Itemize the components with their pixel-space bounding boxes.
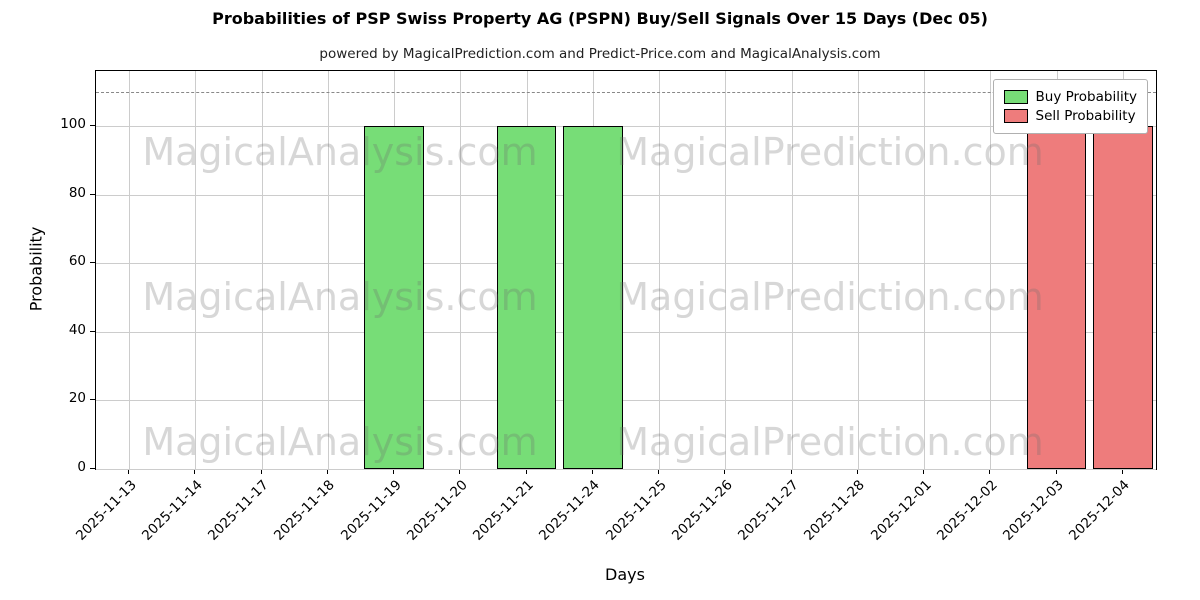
h-gridline [96,263,1156,265]
h-gridline [96,125,1156,127]
x-tick-mark [128,469,130,474]
x-tick-label: 2025-11-19 [337,477,405,544]
x-tick-label: 2025-11-20 [403,477,471,544]
h-gridline [96,194,1156,196]
v-gridline [460,71,462,469]
x-tick-mark [989,469,991,474]
v-gridline [659,71,661,469]
v-gridline [261,71,263,469]
x-tick-label: 2025-12-02 [933,477,1001,544]
v-gridline [725,71,727,469]
x-tick-label: 2025-11-27 [735,477,802,544]
h-gridline [96,400,1156,402]
x-tick-label: 2025-11-13 [72,477,140,544]
x-tick-mark [856,469,858,474]
x-axis-label: Days [605,565,645,584]
v-gridline [195,71,197,469]
x-tick-label: 2025-11-21 [470,477,537,544]
x-tick-mark [459,469,461,474]
x-tick-label: 2025-11-24 [536,477,604,544]
plot-area [95,70,1157,470]
sell-bar [1093,125,1153,469]
legend-label: Buy Probability [1035,89,1137,105]
legend-entry: Buy Probability [1003,89,1137,105]
x-tick-label: 2025-11-17 [205,477,272,544]
x-tick-mark [658,469,660,474]
y-tick-mark [90,262,95,264]
x-tick-mark [393,469,395,474]
legend-swatch [1003,90,1028,104]
v-gridline [857,71,859,469]
buy-bar [364,125,424,469]
x-tick-mark [194,469,196,474]
buy-bar [496,125,557,469]
legend-entry: Sell Probability [1003,108,1137,124]
legend: Buy Probability Sell Probability [992,79,1148,134]
y-tick-label: 80 [68,184,86,201]
v-gridline [990,71,992,469]
x-tick-mark [525,469,527,474]
v-gridline [327,71,329,469]
v-gridline [924,71,926,469]
y-tick-mark [90,124,95,126]
x-tick-label: 2025-11-26 [668,477,736,544]
buy-bar [563,125,623,469]
y-tick-mark [90,330,95,332]
h-gridline [96,331,1156,333]
x-tick-mark [1055,469,1057,474]
x-tick-mark [1121,469,1123,474]
x-tick-label: 2025-12-04 [1066,477,1134,544]
x-tick-mark [923,469,925,474]
legend-label: Sell Probability [1035,108,1136,124]
y-tick-label: 20 [68,390,86,407]
v-gridline [791,71,793,469]
h-gridline [96,469,1156,470]
y-tick-label: 0 [77,459,86,475]
x-tick-label: 2025-11-14 [138,477,206,544]
x-tick-mark [326,469,328,474]
y-tick-label: 40 [68,321,86,338]
x-tick-label: 2025-11-25 [602,477,670,544]
v-gridline [129,71,131,469]
y-tick-label: 60 [68,253,86,270]
chart-title: Probabilities of PSP Swiss Property AG (… [212,9,988,28]
chart-subtitle: powered by MagicalPrediction.com and Pre… [319,46,881,62]
x-tick-mark [790,469,792,474]
x-tick-label: 2025-12-01 [867,477,935,544]
sell-bar [1026,125,1087,469]
y-tick-label: 100 [60,115,86,132]
y-tick-mark [90,193,95,195]
y-tick-mark [90,399,95,401]
x-tick-label: 2025-12-03 [1000,477,1067,544]
x-tick-label: 2025-11-18 [271,477,339,544]
x-tick-mark [260,469,262,474]
x-tick-mark [591,469,593,474]
x-tick-mark [724,469,726,474]
legend-swatch [1003,109,1028,123]
y-tick-mark [90,468,95,469]
threshold-dashed-line [96,91,1156,93]
x-tick-label: 2025-11-28 [801,477,869,544]
